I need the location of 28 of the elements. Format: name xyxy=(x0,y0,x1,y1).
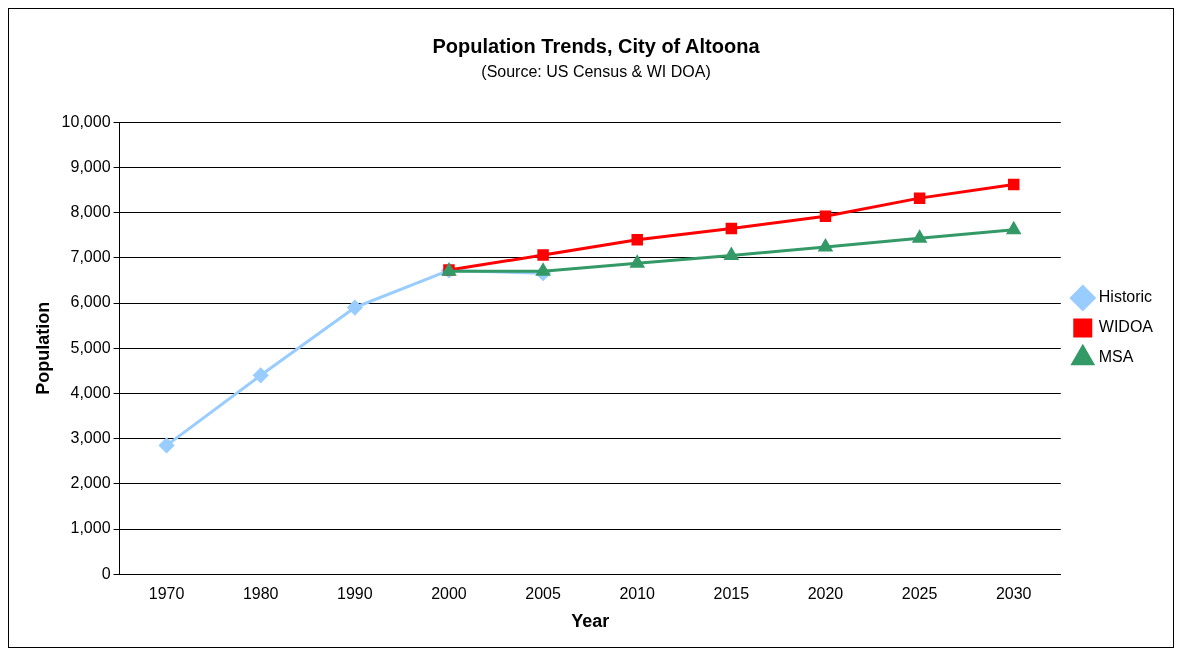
x-tick-label: 2025 xyxy=(901,585,938,603)
y-tick-label: 7,000 xyxy=(70,248,111,266)
y-tick-label: 9,000 xyxy=(70,157,111,175)
y-axis-title: Population xyxy=(32,301,53,395)
x-axis-title: Year xyxy=(571,611,610,632)
y-tick-label: 3,000 xyxy=(70,429,111,447)
chart-title: Population Trends, City of Altoona xyxy=(432,34,761,57)
y-tick-label: 1,000 xyxy=(70,519,111,537)
y-tick-label: 10,000 xyxy=(61,112,111,130)
x-tick-label: 2030 xyxy=(995,585,1032,603)
legend-label: WIDOA xyxy=(1098,318,1154,336)
x-tick-label: 1990 xyxy=(337,585,373,603)
y-tick-label: 8,000 xyxy=(70,203,111,221)
x-tick-label: 1970 xyxy=(148,585,185,603)
legend-label: MSA xyxy=(1098,348,1134,366)
x-tick-label: 1980 xyxy=(242,585,279,603)
x-tick-label: 2005 xyxy=(525,585,561,603)
y-tick-label: 5,000 xyxy=(70,338,111,356)
x-tick-label: 2010 xyxy=(619,585,656,603)
chart-subtitle: (Source: US Census & WI DOA) xyxy=(481,63,711,81)
y-tick-label: 2,000 xyxy=(70,474,111,492)
x-tick-label: 2000 xyxy=(431,585,467,603)
x-tick-label: 2020 xyxy=(807,585,844,603)
y-tick-label: 0 xyxy=(101,564,111,582)
y-tick-label: 6,000 xyxy=(70,293,111,311)
y-tick-label: 4,000 xyxy=(70,383,111,401)
x-tick-label: 2015 xyxy=(713,585,750,603)
legend-label: Historic xyxy=(1098,288,1153,306)
